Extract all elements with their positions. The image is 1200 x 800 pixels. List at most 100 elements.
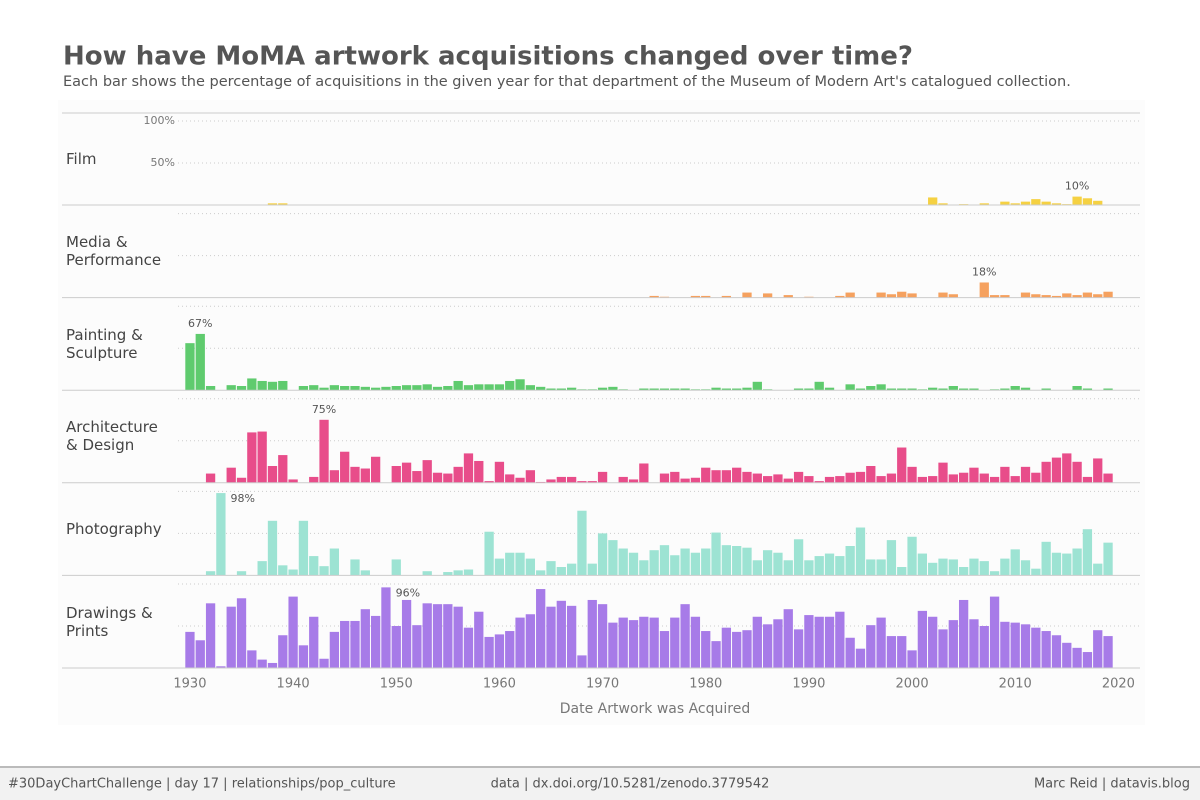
bar	[979, 626, 989, 668]
bar	[422, 384, 432, 391]
bar	[855, 527, 866, 576]
bar	[721, 545, 732, 576]
value-label: 96%	[396, 586, 420, 599]
bar	[195, 333, 205, 391]
bar	[1103, 542, 1113, 576]
panel-label: Architecture & Design	[66, 418, 158, 455]
bar	[711, 641, 721, 668]
bar	[484, 481, 494, 483]
bar	[958, 567, 969, 576]
bar	[762, 550, 773, 576]
bar	[236, 598, 247, 668]
bar	[350, 466, 360, 483]
bar	[814, 556, 824, 576]
bar	[1020, 201, 1031, 205]
footer-right: Marc Reid | datavis.blog	[1034, 777, 1190, 792]
bar	[1103, 388, 1113, 391]
bar	[288, 596, 298, 668]
bar	[515, 379, 525, 391]
bar	[340, 620, 350, 668]
x-tick-label: 1980	[689, 677, 722, 692]
bar	[288, 479, 298, 483]
bar	[226, 467, 236, 483]
bar	[1031, 627, 1041, 668]
bar	[804, 560, 814, 576]
bar	[1041, 201, 1051, 205]
bar	[484, 531, 494, 576]
bar	[278, 455, 288, 483]
bar	[876, 617, 886, 668]
bar	[566, 605, 577, 668]
bar	[1062, 553, 1072, 576]
bar	[257, 659, 267, 668]
bar	[979, 473, 989, 483]
bar	[866, 625, 876, 668]
bar	[948, 559, 958, 576]
bar	[474, 611, 484, 668]
bar	[948, 386, 958, 391]
bar	[1103, 473, 1113, 483]
bar	[370, 387, 381, 391]
bar	[1020, 560, 1031, 576]
bar	[958, 388, 969, 391]
bar	[412, 385, 422, 391]
bar	[989, 295, 1000, 298]
bar	[886, 540, 897, 576]
bar	[236, 386, 247, 391]
bar	[690, 616, 701, 668]
bar	[628, 620, 639, 668]
bar	[1093, 630, 1103, 668]
bar	[1041, 461, 1051, 483]
bar	[866, 386, 876, 391]
bar	[886, 388, 897, 391]
bar	[680, 548, 690, 576]
bar	[742, 630, 752, 668]
bar	[721, 388, 732, 391]
bar	[742, 471, 752, 483]
bar	[577, 481, 587, 483]
bar	[360, 570, 370, 576]
bar	[412, 625, 422, 668]
bar	[1041, 388, 1051, 391]
bar	[907, 536, 917, 576]
bar	[432, 604, 443, 668]
bar	[732, 546, 742, 576]
panel-label: Media & Performance	[66, 233, 162, 270]
bar	[618, 617, 628, 668]
bar	[969, 558, 979, 576]
bar	[835, 295, 845, 298]
bar	[886, 473, 897, 483]
bar	[319, 658, 329, 668]
bar	[205, 603, 216, 668]
bar	[494, 384, 505, 391]
bar	[546, 479, 556, 483]
bar	[247, 650, 257, 668]
bar	[845, 637, 855, 668]
bar	[453, 606, 463, 668]
bar	[1051, 295, 1062, 298]
bar	[474, 460, 484, 483]
value-label: 10%	[1065, 180, 1089, 193]
bar	[1093, 458, 1103, 483]
bar	[536, 570, 546, 576]
bar	[793, 539, 804, 576]
bar	[989, 596, 1000, 668]
bar	[639, 388, 649, 391]
bar	[329, 548, 340, 576]
bar	[412, 471, 422, 483]
bar	[463, 453, 474, 483]
chart-subtitle: Each bar shows the percentage of acquisi…	[63, 74, 1071, 90]
bar	[649, 295, 659, 298]
bar	[659, 545, 670, 576]
bar	[205, 473, 216, 483]
bar	[979, 282, 989, 298]
bar	[453, 380, 463, 391]
bar	[928, 197, 938, 205]
x-tick-label: 2000	[896, 677, 929, 692]
value-label: 18%	[972, 265, 996, 278]
bar	[525, 470, 536, 483]
bar	[1103, 291, 1113, 298]
bar	[897, 567, 907, 576]
bar	[711, 470, 721, 483]
